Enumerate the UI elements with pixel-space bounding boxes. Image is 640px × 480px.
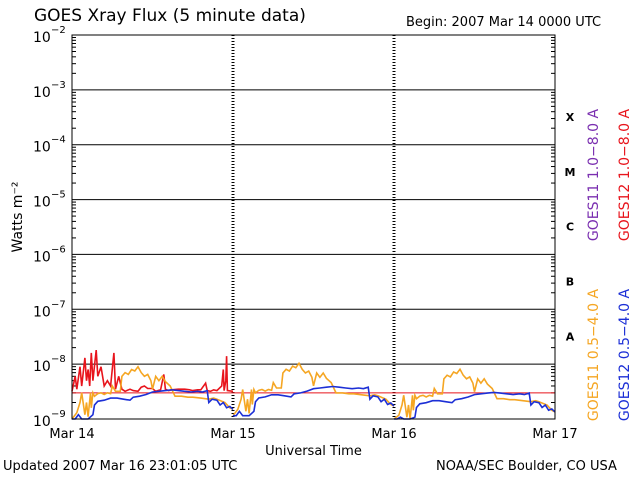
data-source: NOAA/SEC Boulder, CO USA [436,459,617,474]
y-tick-exponent: −5 [51,190,66,201]
series-line-goes12 [233,385,395,417]
flare-class-label: C [566,221,574,234]
y-tick-base: 10 [33,359,51,375]
y-tick-exponent: −4 [51,135,66,146]
y-tick-label: 10 −4 [33,135,66,156]
begin-time: Begin: 2007 Mar 14 0000 UTC [406,15,602,30]
y-axis-title: Watts m⁻² [10,182,26,253]
x-tick-label: Mar 16 [371,427,416,442]
y-tick-label: 10 −2 [33,25,66,46]
plot-frame [71,34,556,420]
flare-class-label: X [566,111,575,124]
flare-class-label: B [566,276,574,289]
flare-class-label: M [565,166,576,179]
y-tick-label: 10 −9 [33,409,66,430]
series-line-goes12 [394,391,556,420]
series-line-goes12 [72,388,234,420]
y-tick-base: 10 [33,304,51,320]
flare-class-label: A [566,330,575,343]
y-tick-label: 10 −5 [33,190,66,211]
y-tick-base: 10 [33,249,51,265]
y-tick-exponent: −3 [51,80,66,91]
y-tick-label: 10 −7 [33,299,66,320]
updated-timestamp: Updated 2007 Mar 16 23:01:05 UTC [3,459,238,474]
x-axis-title: Universal Time [265,444,362,459]
y-tick-exponent: −9 [51,409,66,420]
legend-entry: GOES12 1.0−8.0 A [617,109,633,242]
series-line-goes11 [71,365,234,420]
series-line-goes12 [71,350,234,393]
grid [72,35,555,419]
series-line-goes11 [232,361,395,417]
y-tick-label: 10 −8 [33,354,66,375]
series-line-goes11 [393,367,556,420]
legend-entry: GOES12 0.5−4.0 A [617,289,633,422]
x-tick-label: Mar 17 [532,427,577,442]
y-tick-label: 10 −6 [33,244,66,265]
y-tick-base: 10 [33,30,51,46]
y-tick-exponent: −7 [51,299,66,310]
y-tick-exponent: −8 [51,354,66,365]
legend-entry: GOES11 1.0−8.0 A [586,109,602,242]
y-tick-base: 10 [33,414,51,430]
y-tick-base: 10 [33,195,51,211]
x-tick-label: Mar 15 [210,427,255,442]
y-tick-base: 10 [33,85,51,101]
legend-entry: GOES11 0.5−4.0 A [586,289,602,422]
y-tick-exponent: −6 [51,244,66,255]
axis-ticks [72,37,555,403]
chart-title: GOES Xray Flux (5 minute data) [34,6,306,26]
y-tick-label: 10 −3 [33,80,66,101]
y-tick-exponent: −2 [51,25,66,36]
x-tick-label: Mar 14 [49,427,94,442]
y-tick-base: 10 [33,140,51,156]
series-lines [71,350,556,420]
